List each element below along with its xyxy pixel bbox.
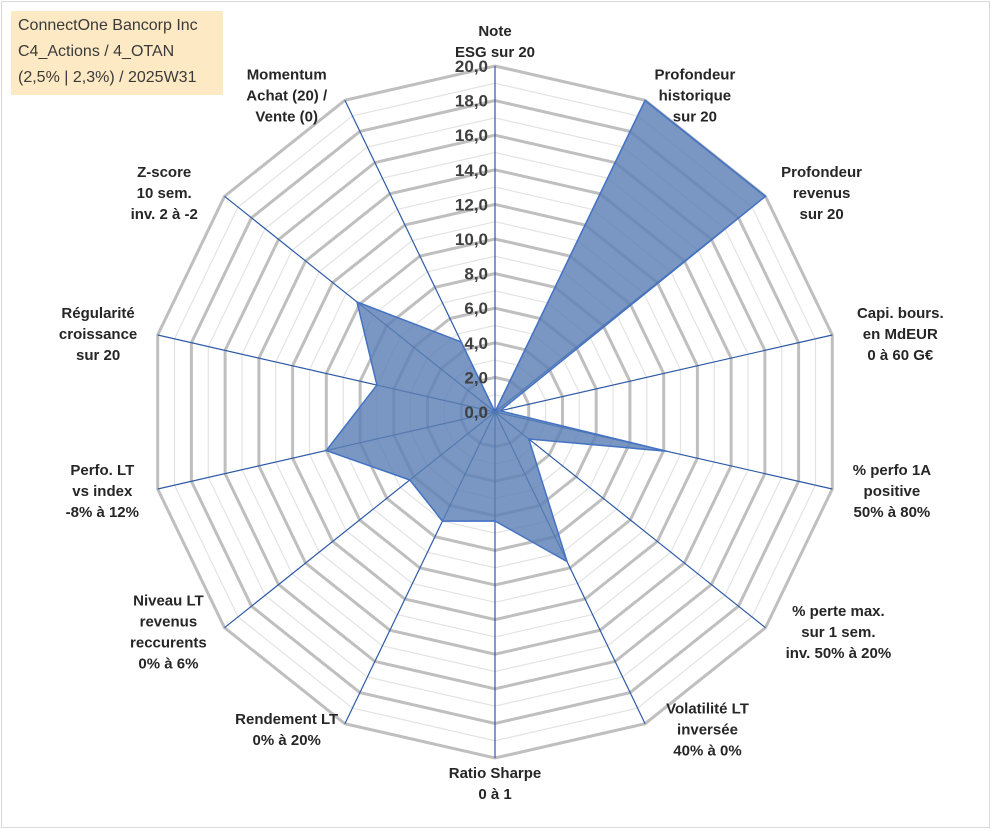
tick-label: 14,0 bbox=[455, 161, 488, 180]
axis-spoke bbox=[494, 334, 833, 413]
axis-label-line: sur 20 bbox=[673, 108, 717, 125]
period-line: (2,5% | 2,3%) / 2025W31 bbox=[18, 69, 197, 86]
axis-label-line: revenus bbox=[140, 614, 198, 631]
tick-label: 10,0 bbox=[455, 230, 488, 249]
tick-label: 4,0 bbox=[464, 334, 488, 353]
axis-label-line: revenus bbox=[793, 185, 851, 202]
axis-label-line: inversée bbox=[677, 722, 738, 739]
tick-label: 20,0 bbox=[455, 57, 488, 76]
axis-label-line: Z-score bbox=[137, 164, 191, 181]
axis-label-line: Achat (20) / bbox=[246, 87, 328, 104]
axis-label-line: Profondeur bbox=[654, 66, 735, 83]
company-name: ConnectOne Bancorp Inc bbox=[18, 17, 198, 34]
info-box: ConnectOne Bancorp Inc C4_Actions / 4_OT… bbox=[11, 11, 223, 95]
tick-label: 2,0 bbox=[464, 368, 488, 387]
axis-label-line: sur 1 sem. bbox=[801, 624, 875, 641]
axis-label-line: 0 à 60 G€ bbox=[867, 347, 934, 364]
axis-label-line: Volatilité LT bbox=[666, 701, 749, 718]
axis-label-line: % perfo 1A bbox=[853, 462, 932, 479]
axis-label-line: croissance bbox=[59, 326, 137, 343]
data-area bbox=[325, 99, 767, 563]
axis-label-line: historique bbox=[659, 87, 732, 104]
axis-spoke bbox=[494, 411, 766, 629]
axis-label-line: Capi. bours. bbox=[857, 305, 944, 322]
tick-label: 18,0 bbox=[455, 92, 488, 111]
axis-label-line: 50% à 80% bbox=[854, 504, 931, 521]
axis-label-line: 0% à 20% bbox=[253, 732, 321, 749]
axis-label-line: 40% à 0% bbox=[673, 743, 741, 760]
tick-label: 6,0 bbox=[464, 299, 488, 318]
axis-label-line: sur 20 bbox=[76, 347, 120, 364]
axis-label-line: inv. 50% à 20% bbox=[786, 645, 892, 662]
tick-label: 0,0 bbox=[464, 403, 488, 422]
axis-label-line: % perte max. bbox=[792, 603, 885, 620]
axis-label-line: en MdEUR bbox=[863, 326, 938, 343]
axis-label-line: ESG sur 20 bbox=[455, 44, 535, 61]
axis-label-line: Perfo. LT bbox=[70, 462, 134, 479]
axis-label-line: reccurents bbox=[130, 635, 207, 652]
axis-label-line: Vente (0) bbox=[255, 108, 318, 125]
axis-label-line: Ratio Sharpe bbox=[449, 765, 542, 782]
tick-label: 8,0 bbox=[464, 265, 488, 284]
axis-label-line: Momentum bbox=[247, 66, 327, 83]
axis-label-line: -8% à 12% bbox=[66, 504, 139, 521]
axis-label-line: Rendement LT bbox=[235, 711, 338, 728]
tick-label: 12,0 bbox=[455, 195, 488, 214]
category-line: C4_Actions / 4_OTAN bbox=[18, 43, 175, 60]
axis-label-line: inv. 2 à -2 bbox=[131, 206, 198, 223]
axis-label-line: Régularité bbox=[61, 305, 134, 322]
axis-label-line: Note bbox=[478, 23, 511, 40]
tick-label: 16,0 bbox=[455, 126, 488, 145]
axis-label-line: 0% à 6% bbox=[138, 656, 198, 673]
axis-label-line: Profondeur bbox=[781, 164, 862, 181]
axis-label-line: Niveau LT bbox=[133, 593, 204, 610]
axis-label-line: 10 sem. bbox=[137, 185, 192, 202]
axis-label-line: positive bbox=[864, 483, 921, 500]
axis-label-line: 0 à 1 bbox=[478, 786, 511, 803]
axis-label-line: sur 20 bbox=[799, 206, 843, 223]
axis-label-line: vs index bbox=[72, 483, 133, 500]
